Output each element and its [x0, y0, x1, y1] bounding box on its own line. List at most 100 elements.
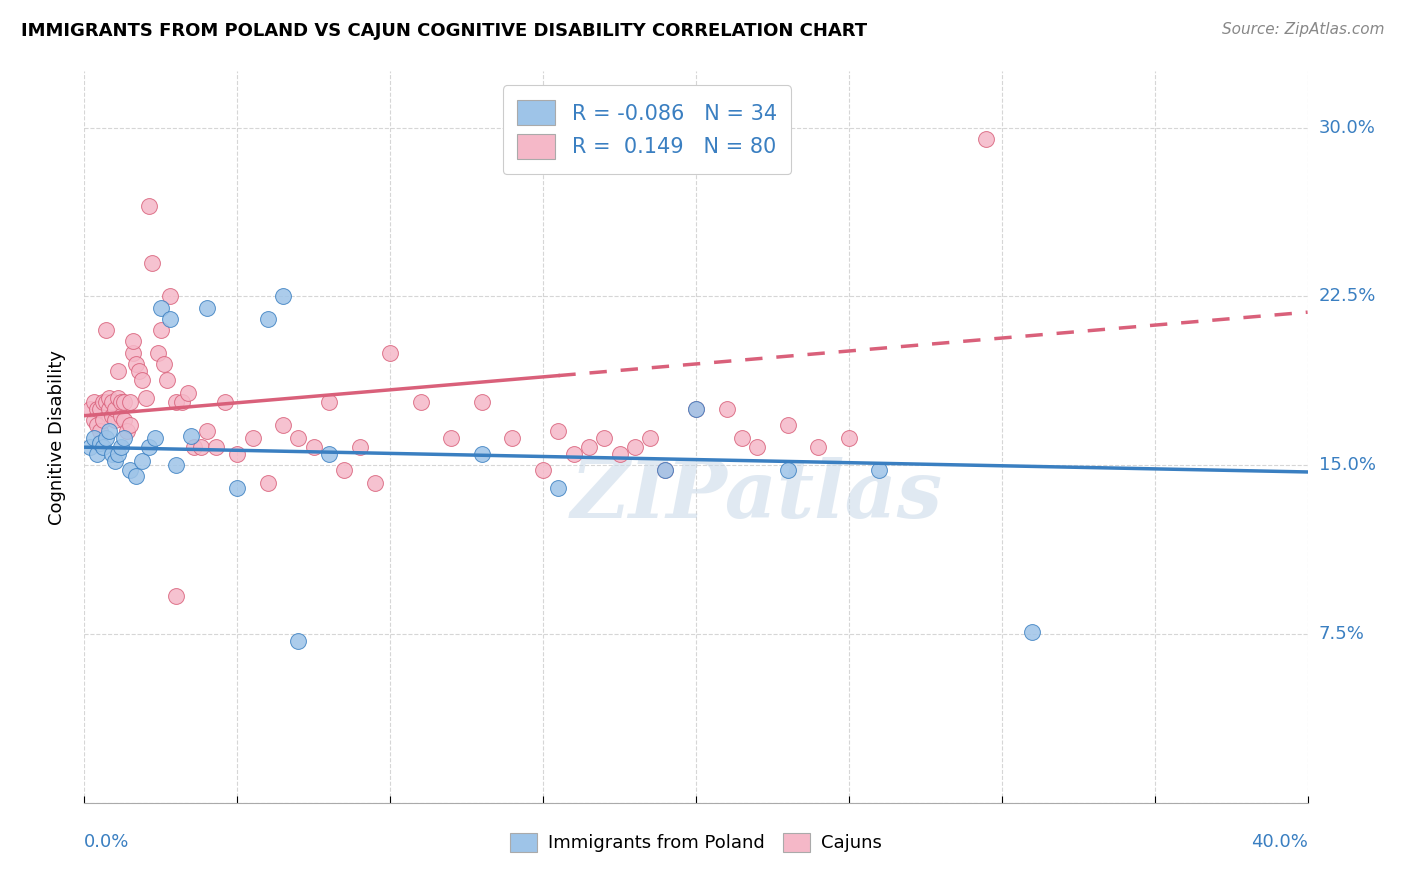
Point: [333, 463, 356, 477]
Point: [716, 401, 738, 416]
Point: [101, 395, 124, 409]
Point: [159, 289, 181, 303]
Point: [89, 401, 111, 416]
Point: [195, 425, 218, 439]
Point: [624, 440, 647, 454]
Point: [776, 417, 799, 432]
Point: [101, 447, 124, 461]
Point: [177, 386, 200, 401]
Point: [143, 431, 166, 445]
Text: IMMIGRANTS FROM POLAND VS CAJUN COGNITIVE DISABILITY CORRELATION CHART: IMMIGRANTS FROM POLAND VS CAJUN COGNITIV…: [21, 22, 868, 40]
Point: [120, 417, 142, 432]
Point: [165, 395, 187, 409]
Point: [149, 323, 172, 337]
Point: [226, 481, 249, 495]
Point: [83, 431, 105, 445]
Point: [302, 440, 325, 454]
Point: [471, 447, 494, 461]
Point: [107, 447, 129, 461]
Point: [869, 463, 891, 477]
Text: 30.0%: 30.0%: [1319, 119, 1375, 136]
Point: [638, 431, 661, 445]
Point: [83, 395, 105, 409]
Point: [112, 413, 135, 427]
Point: [128, 364, 150, 378]
Point: [190, 440, 212, 454]
Point: [471, 395, 494, 409]
Point: [318, 395, 340, 409]
Point: [135, 391, 157, 405]
Point: [131, 453, 153, 467]
Point: [562, 447, 585, 461]
Text: ZIPatlas: ZIPatlas: [571, 457, 943, 534]
Point: [165, 589, 187, 603]
Point: [115, 425, 138, 439]
Point: [149, 301, 172, 315]
Point: [112, 395, 135, 409]
Point: [547, 425, 569, 439]
Point: [125, 469, 148, 483]
Point: [101, 409, 124, 423]
Point: [242, 431, 264, 445]
Point: [409, 395, 432, 409]
Point: [89, 425, 111, 439]
Point: [141, 255, 163, 269]
Point: [110, 409, 132, 423]
Text: 7.5%: 7.5%: [1319, 625, 1365, 643]
Point: [94, 395, 117, 409]
Point: [838, 431, 860, 445]
Y-axis label: Cognitive Disability: Cognitive Disability: [48, 350, 66, 524]
Point: [131, 373, 153, 387]
Point: [364, 476, 387, 491]
Point: [112, 431, 135, 445]
Text: 40.0%: 40.0%: [1251, 833, 1308, 851]
Point: [138, 440, 160, 454]
Point: [531, 463, 554, 477]
Point: [153, 357, 176, 371]
Point: [776, 463, 799, 477]
Point: [807, 440, 830, 454]
Point: [86, 447, 108, 461]
Point: [380, 345, 402, 359]
Point: [91, 440, 114, 454]
Point: [214, 395, 236, 409]
Point: [79, 440, 101, 454]
Point: [110, 440, 132, 454]
Point: [125, 357, 148, 371]
Point: [226, 447, 249, 461]
Point: [195, 301, 218, 315]
Point: [205, 440, 228, 454]
Point: [94, 431, 117, 445]
Point: [183, 440, 205, 454]
Point: [287, 431, 309, 445]
Point: [287, 633, 309, 648]
Point: [976, 132, 998, 146]
Text: Source: ZipAtlas.com: Source: ZipAtlas.com: [1222, 22, 1385, 37]
Point: [89, 435, 111, 450]
Point: [107, 364, 129, 378]
Point: [120, 463, 142, 477]
Point: [1021, 624, 1043, 639]
Point: [86, 417, 108, 432]
Text: 22.5%: 22.5%: [1319, 287, 1376, 305]
Point: [440, 431, 463, 445]
Point: [94, 323, 117, 337]
Point: [578, 440, 600, 454]
Point: [91, 413, 114, 427]
Point: [97, 401, 120, 416]
Point: [156, 373, 179, 387]
Point: [104, 413, 127, 427]
Point: [86, 401, 108, 416]
Legend: Immigrants from Poland, Cajuns: Immigrants from Poland, Cajuns: [503, 826, 889, 860]
Point: [180, 429, 202, 443]
Point: [547, 481, 569, 495]
Point: [122, 345, 145, 359]
Point: [104, 453, 127, 467]
Point: [122, 334, 145, 349]
Point: [593, 431, 616, 445]
Point: [654, 463, 676, 477]
Point: [91, 395, 114, 409]
Point: [83, 413, 105, 427]
Point: [107, 391, 129, 405]
Point: [609, 447, 631, 461]
